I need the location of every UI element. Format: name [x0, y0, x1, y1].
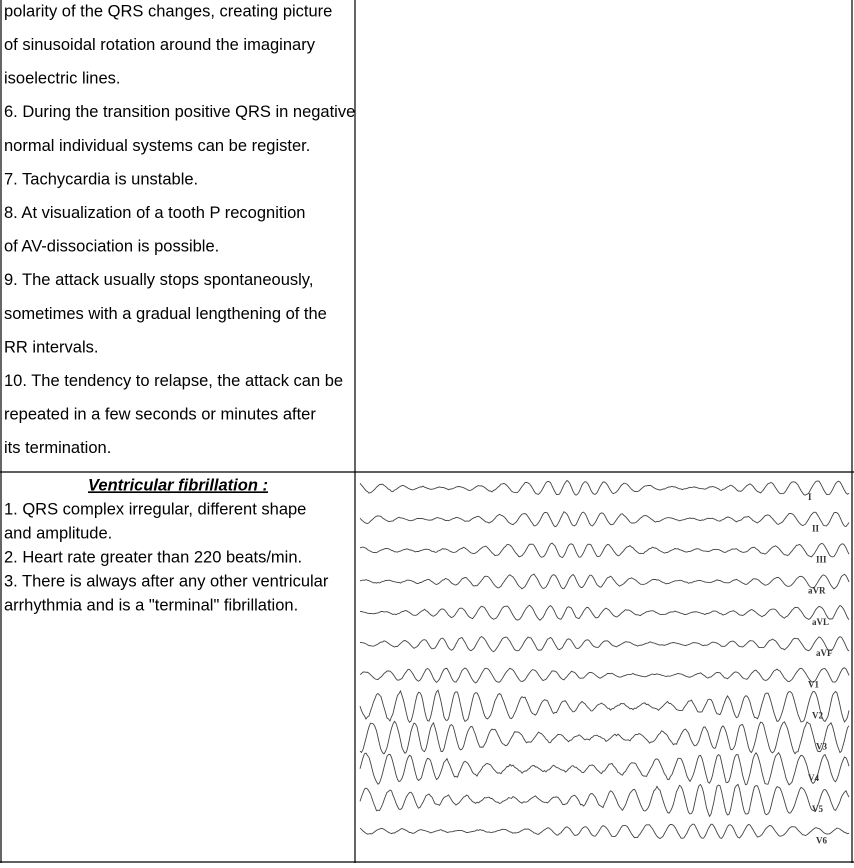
text-line: of sinusoidal rotation around the imagin… — [4, 36, 316, 54]
page-background — [0, 0, 854, 863]
lead-label: I — [808, 492, 812, 502]
text-line: sometimes with a gradual lengthening of … — [4, 305, 327, 323]
lead-label: V4 — [808, 773, 819, 783]
text-line: 7. Tachycardia is unstable. — [4, 170, 198, 188]
text-line: RR intervals. — [4, 338, 98, 356]
text-line: its termination. — [4, 439, 111, 457]
document-page: IIIIIIaVRaVLaVFV1V2V3V4V5V6 polarity of … — [0, 0, 854, 863]
text-line: arrhythmia and is a "terminal" fibrillat… — [4, 596, 298, 614]
text-line: 8. At visualization of a tooth P recogni… — [4, 204, 305, 222]
lead-label: V3 — [816, 742, 827, 752]
text-line: and amplitude. — [4, 524, 112, 542]
lead-label: aVF — [816, 648, 833, 658]
text-line: normal individual systems can be registe… — [4, 137, 310, 155]
text-line: 6. During the transition positive QRS in… — [4, 103, 355, 121]
lead-label: V5 — [812, 804, 823, 814]
text-line: 3. There is always after any other ventr… — [4, 572, 329, 590]
lead-label: aVL — [812, 617, 829, 627]
lead-label: V6 — [816, 835, 827, 845]
lead-label: V1 — [808, 679, 819, 689]
lead-label: aVR — [808, 586, 826, 596]
lead-label: V2 — [812, 710, 823, 720]
text-line: isoelectric lines. — [4, 70, 120, 88]
text-line: repeated in a few seconds or minutes aft… — [4, 406, 316, 424]
text-line: polarity of the QRS changes, creating pi… — [4, 2, 332, 20]
text-line: 2. Heart rate greater than 220 beats/min… — [4, 548, 302, 566]
text-line: 1. QRS complex irregular, different shap… — [4, 500, 306, 518]
text-line: 9. The attack usually stops spontaneousl… — [4, 271, 313, 289]
section-heading: Ventricular fibrillation : — [88, 476, 268, 494]
lead-label: III — [816, 554, 827, 564]
lead-label: II — [812, 523, 820, 533]
text-line: of AV-dissociation is possible. — [4, 238, 219, 256]
text-line: 10. The tendency to relapse, the attack … — [4, 372, 343, 390]
